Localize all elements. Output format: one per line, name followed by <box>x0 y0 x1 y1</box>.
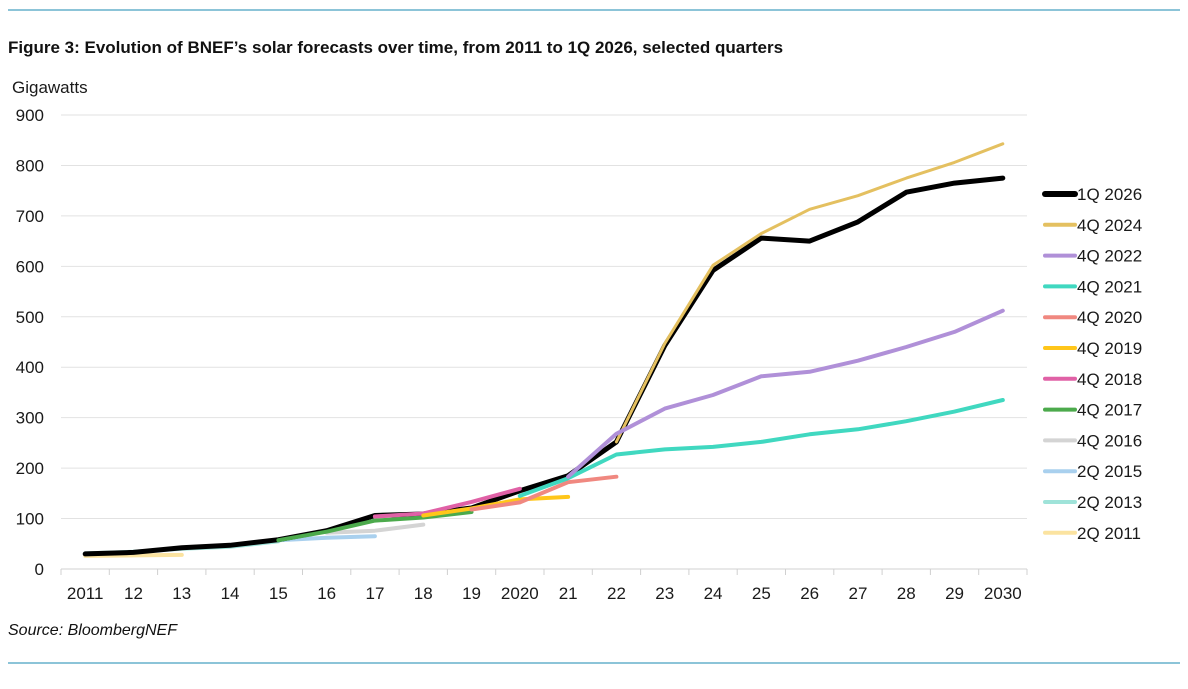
legend-item-4q-2017: 4Q 2017 <box>1043 401 1142 420</box>
x-tick-label: 16 <box>317 584 336 603</box>
y-tick-label: 800 <box>16 156 44 175</box>
legend-label: 4Q 2016 <box>1077 431 1142 450</box>
x-tick-label: 2020 <box>501 584 539 603</box>
y-tick-label: 600 <box>16 257 44 276</box>
legend-label: 4Q 2018 <box>1077 370 1142 389</box>
legend-label: 4Q 2021 <box>1077 277 1142 296</box>
x-tick-label: 28 <box>897 584 916 603</box>
x-tick-label: 18 <box>414 584 433 603</box>
series-line-4q-2024 <box>614 142 1005 444</box>
y-tick-label: 200 <box>16 459 44 478</box>
series-lines <box>82 142 1006 558</box>
x-tick-label: 2030 <box>984 584 1022 603</box>
legend-item-4q-2024: 4Q 2024 <box>1043 216 1142 235</box>
legend-item-4q-2022: 4Q 2022 <box>1043 247 1142 266</box>
legend-label: 2Q 2011 <box>1077 524 1141 543</box>
series-line-4q-2021 <box>517 398 1005 498</box>
legend-item-2q-2015: 2Q 2015 <box>1043 462 1142 481</box>
x-tick-label: 25 <box>752 584 771 603</box>
x-tick-label: 26 <box>800 584 819 603</box>
legend: 1Q 2026 4Q 2024 4Q 2022 4Q 2021 4Q 2020 4Q 20… <box>1042 185 1142 543</box>
legend-item-4q-2018: 4Q 2018 <box>1043 370 1142 389</box>
y-axis-label: Gigawatts <box>12 78 88 97</box>
y-tick-label: 100 <box>16 510 44 529</box>
y-tick-label: 700 <box>16 207 44 226</box>
y-tick-label: 0 <box>35 560 44 579</box>
legend-label: 2Q 2013 <box>1077 493 1142 512</box>
legend-label: 4Q 2017 <box>1077 401 1142 420</box>
x-tick-label: 12 <box>124 584 143 603</box>
x-tick-label: 22 <box>607 584 626 603</box>
legend-item-4q-2016: 4Q 2016 <box>1043 431 1142 450</box>
x-tick-label: 14 <box>221 584 240 603</box>
y-axis-ticks: 0 100 200 300 400 500 600 700 800 900 <box>16 106 44 579</box>
x-tick-label: 19 <box>462 584 481 603</box>
series-line-4q-2022 <box>566 308 1005 479</box>
gridlines <box>61 114 1027 520</box>
legend-item-4q-2021: 4Q 2021 <box>1043 277 1142 296</box>
figure-title: Figure 3: Evolution of BNEF’s solar fore… <box>8 38 784 57</box>
x-tick-label: 24 <box>704 584 723 603</box>
x-tick-label: 2011 <box>67 584 104 603</box>
series-line-4q-2017 <box>276 510 474 543</box>
x-tick-label: 13 <box>172 584 191 603</box>
x-tick-label: 21 <box>559 584 578 603</box>
legend-label: 4Q 2024 <box>1077 216 1142 235</box>
series-line-1q-2026 <box>82 175 1006 557</box>
legend-label: 4Q 2019 <box>1077 339 1142 358</box>
source-note: Source: BloombergNEF <box>8 622 177 639</box>
legend-item-4q-2020: 4Q 2020 <box>1043 308 1142 327</box>
x-tick-label: 29 <box>945 584 964 603</box>
series-line-4q-2016 <box>324 522 426 535</box>
series-line-4q-2020 <box>469 474 619 512</box>
x-tick-label: 15 <box>269 584 288 603</box>
bottom-rule <box>8 662 1180 664</box>
legend-label: 4Q 2022 <box>1077 247 1142 266</box>
legend-item-1q-2026: 1Q 2026 <box>1042 185 1142 204</box>
legend-item-2q-2011: 2Q 2011 <box>1043 524 1141 543</box>
legend-label: 4Q 2020 <box>1077 308 1142 327</box>
legend-label: 2Q 2015 <box>1077 462 1142 481</box>
series-line-4q-2018 <box>372 486 522 519</box>
y-tick-label: 300 <box>16 409 44 428</box>
x-axis: 2011 12 13 14 15 16 17 18 19 2020 21 22 23 24 25 26 27 28… <box>60 568 1028 603</box>
x-tick-label: 27 <box>848 584 867 603</box>
legend-label: 1Q 2026 <box>1077 185 1142 204</box>
y-tick-label: 900 <box>16 106 44 125</box>
legend-item-2q-2013: 2Q 2013 <box>1043 493 1142 512</box>
x-tick-label: 23 <box>655 584 674 603</box>
x-tick-label: 17 <box>365 584 384 603</box>
top-rule <box>8 9 1180 11</box>
legend-item-4q-2019: 4Q 2019 <box>1043 339 1142 358</box>
y-tick-label: 500 <box>16 308 44 327</box>
y-tick-label: 400 <box>16 358 44 377</box>
